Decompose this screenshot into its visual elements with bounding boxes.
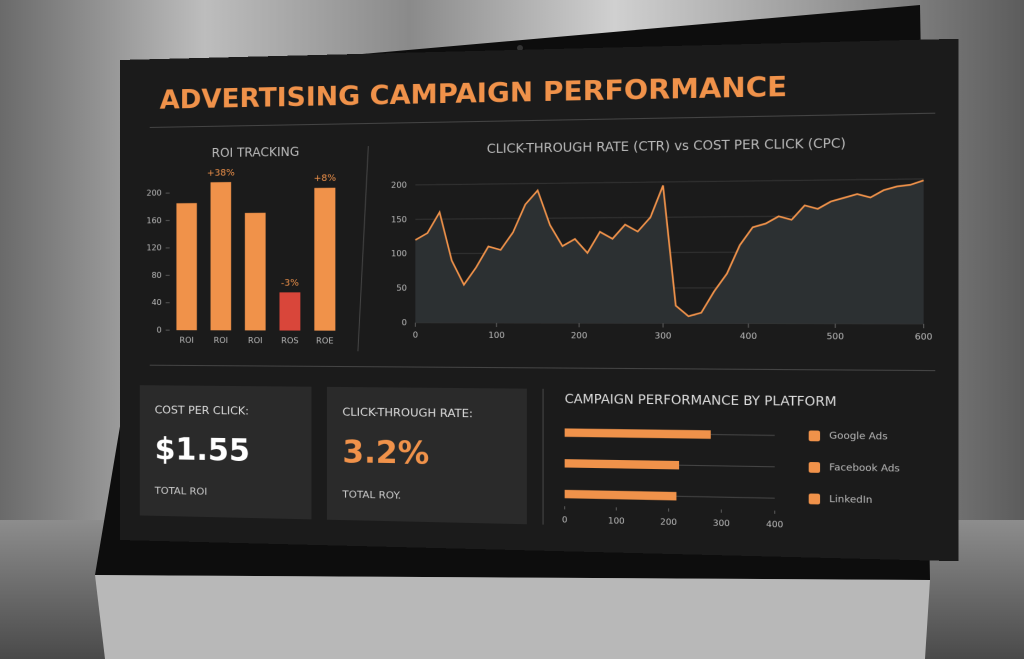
- x-tick-label: ROE: [316, 336, 333, 345]
- y-tick-label: 200: [391, 180, 407, 190]
- x-tick-label: 300: [655, 331, 672, 341]
- x-tick-label: ROI: [214, 336, 228, 345]
- y-tick-label: 200: [146, 189, 161, 198]
- area: [415, 180, 924, 324]
- x-tick-label: 600: [915, 332, 933, 342]
- grid-line: [415, 179, 923, 185]
- kpi-value: 3.2%: [342, 434, 429, 472]
- legend-label: Google Ads: [829, 431, 888, 443]
- legend-label: LinkedIn: [829, 494, 872, 506]
- x-tick-label: ROI: [248, 336, 262, 345]
- bar: [210, 182, 232, 331]
- x-tick-label: 400: [766, 519, 783, 529]
- bar: [244, 212, 266, 331]
- y-tick-label: 120: [146, 243, 161, 252]
- bar: [176, 203, 197, 331]
- x-tick-label: 200: [660, 517, 677, 527]
- legend-icon: [808, 461, 821, 473]
- x-tick-label: 200: [571, 331, 588, 341]
- monitor-chin: [95, 575, 930, 659]
- annotation: -3%: [281, 279, 299, 289]
- y-tick-label: 0: [157, 326, 162, 335]
- dashboard-title: ADVERTISING CAMPAIGN PERFORMANCE: [160, 71, 788, 115]
- x-tick-label: 100: [608, 516, 625, 526]
- bar: [279, 292, 301, 331]
- x-tick-label: ROS: [281, 336, 298, 345]
- bar: [564, 459, 680, 470]
- kpi-value: $1.55: [155, 432, 250, 469]
- dashboard: ADVERTISING CAMPAIGN PERFORMANCE ROI TRA…: [139, 71, 959, 530]
- divider: [150, 113, 936, 127]
- kpi-label: CLICK-THROUGH RATE:: [342, 405, 473, 420]
- divider: [358, 146, 368, 351]
- divider: [150, 365, 936, 370]
- y-tick-label: 160: [146, 216, 161, 225]
- kpi-caption: TOTAL ROI: [154, 486, 208, 498]
- bar: [564, 428, 711, 439]
- x-tick-label: 100: [488, 331, 504, 340]
- x-tick-label: 500: [827, 332, 844, 342]
- x-tick-label: ROI: [180, 336, 194, 345]
- y-tick-label: 100: [391, 249, 407, 258]
- chart-title: ROI TRACKING: [212, 145, 300, 161]
- bar: [314, 187, 336, 331]
- annotation: +8%: [314, 174, 336, 185]
- y-tick-label: 80: [152, 271, 162, 280]
- legend-icon: [808, 430, 821, 442]
- y-tick-label: 150: [391, 215, 407, 224]
- screen: ADVERTISING CAMPAIGN PERFORMANCE ROI TRA…: [120, 38, 959, 562]
- kpi-label: COST PER CLICK:: [155, 403, 249, 417]
- annotation: +38%: [207, 168, 235, 179]
- y-tick-label: 0: [402, 318, 407, 327]
- x-tick-label: 0: [562, 515, 568, 525]
- kpi-card: [326, 386, 527, 525]
- legend-icon: [808, 493, 821, 505]
- bar: [564, 489, 677, 501]
- chart-title: CAMPAIGN PERFORMANCE BY PLATFORM: [565, 392, 837, 410]
- x-tick-label: 0: [413, 330, 418, 339]
- y-tick-label: 50: [396, 284, 407, 293]
- y-tick-label: 40: [152, 298, 162, 307]
- chart-title: CLICK-THROUGH RATE (CTR) vs COST PER CLI…: [487, 136, 846, 156]
- x-tick-label: 400: [740, 331, 757, 341]
- legend-label: Facebook Ads: [829, 463, 900, 475]
- x-tick-label: 300: [713, 518, 730, 528]
- kpi-card: [139, 385, 312, 520]
- kpi-caption: TOTAL ROY.: [341, 489, 401, 502]
